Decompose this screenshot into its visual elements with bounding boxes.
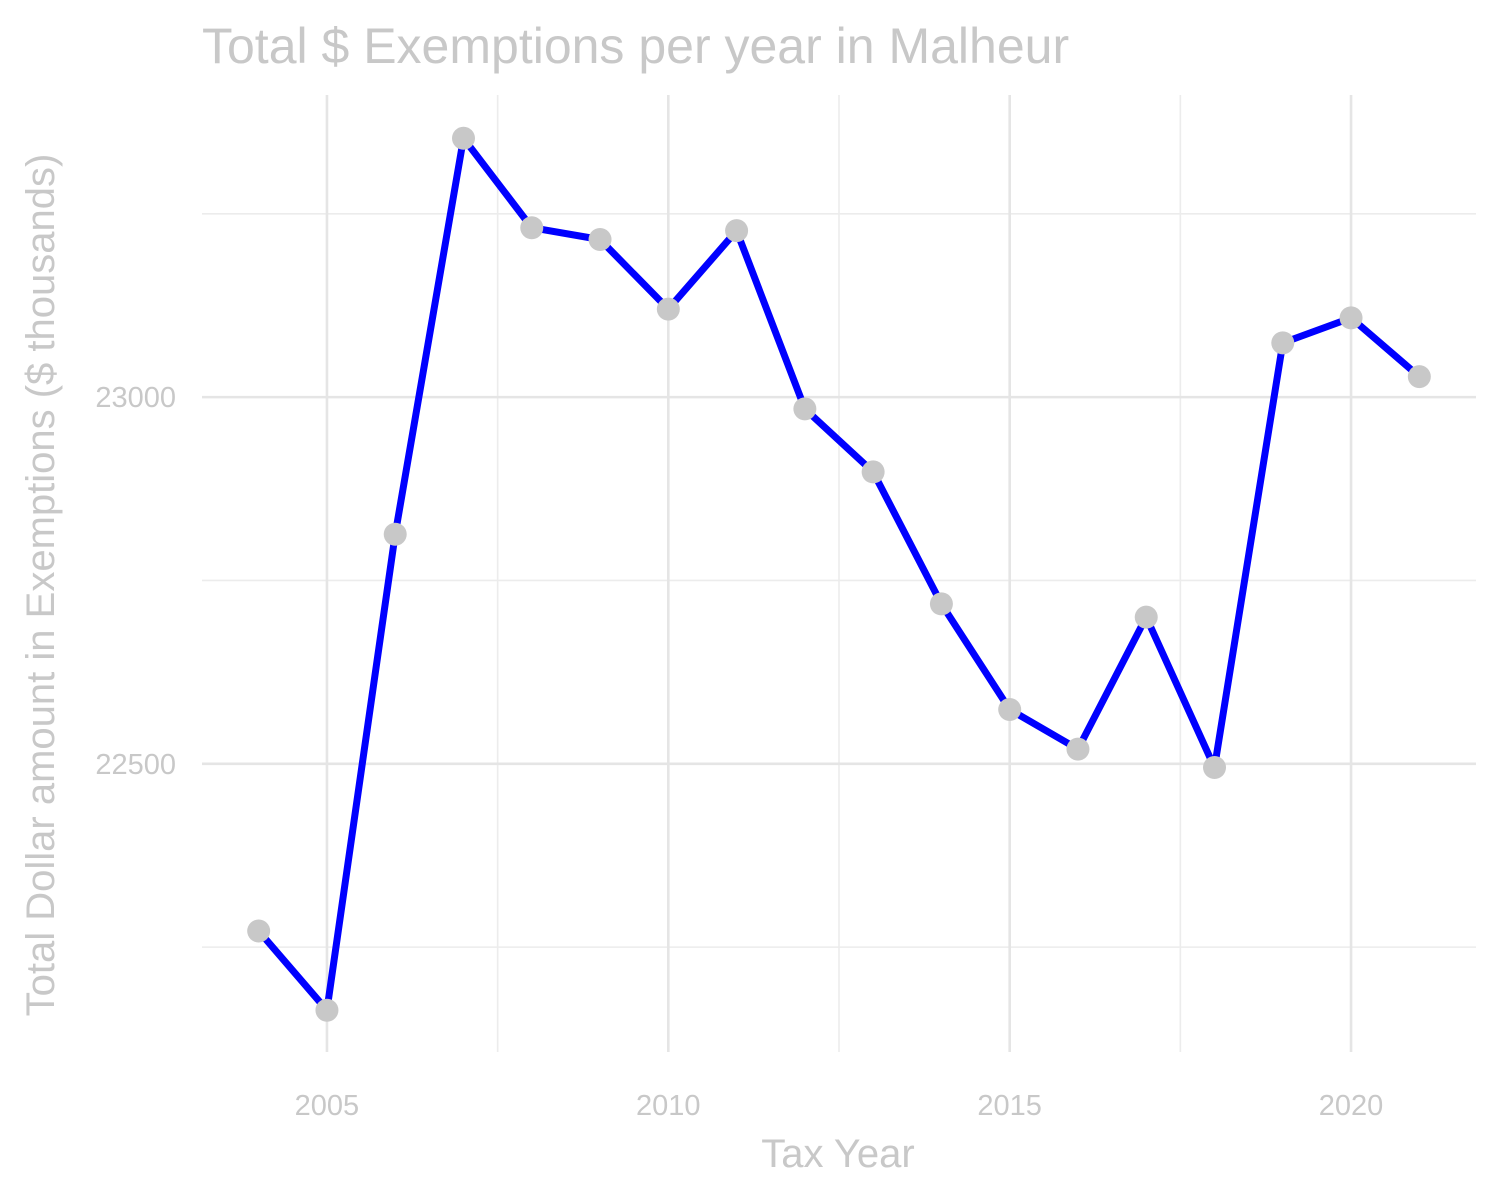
chart-title: Total $ Exemptions per year in Malheur [202,18,1069,74]
data-point [1339,306,1363,330]
y-tick-label: 22500 [95,749,176,781]
data-point [1203,755,1227,779]
x-tick-label: 2005 [295,1090,360,1122]
data-point [451,126,475,150]
data-point [1271,331,1295,355]
data-point [383,522,407,546]
major-gridlines [202,95,1476,1052]
series-line [255,134,1423,1014]
data-point [861,460,885,484]
data-point [929,592,953,616]
x-axis-title: Tax Year [761,1132,914,1176]
minor-gridlines [202,95,1476,1052]
x-axis-tick-labels: 2005 2010 2015 2020 [295,1090,1384,1122]
data-point [793,397,817,421]
data-point [998,698,1022,722]
series-points-group [247,126,1431,1022]
data-point [1066,737,1090,761]
series-line-group [255,134,1423,1014]
data-point [1134,605,1158,629]
x-tick-label: 2015 [977,1090,1042,1122]
y-axis-title: Total Dollar amount in Exemptions ($ tho… [19,154,63,1017]
data-point [588,227,612,251]
data-point [1407,365,1431,389]
data-point [725,219,749,243]
y-tick-label: 23000 [95,382,176,414]
x-tick-label: 2020 [1319,1090,1384,1122]
x-tick-label: 2010 [636,1090,701,1122]
data-point [656,297,680,321]
data-point [247,919,271,943]
data-point [315,998,339,1022]
y-axis-tick-labels: 22500 23000 [95,382,176,781]
data-point [520,216,544,240]
